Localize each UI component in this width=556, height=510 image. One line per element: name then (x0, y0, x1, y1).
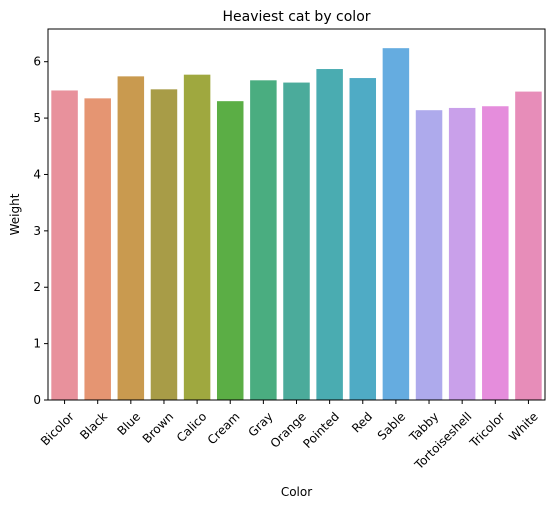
x-tick-label: Sable (375, 409, 408, 442)
y-axis-title: Weight (8, 193, 22, 235)
bar-tricolor (482, 106, 509, 400)
bar-blue (117, 76, 145, 401)
bar-cream (216, 101, 244, 400)
x-tick-label: Blue (114, 409, 143, 438)
x-tick-label: Pointed (300, 409, 342, 451)
plot-frame (47, 28, 546, 401)
bar-red (349, 78, 377, 400)
y-tick-label: 6 (33, 55, 41, 69)
y-tick-label: 2 (33, 280, 41, 294)
x-tick-label: Gray (246, 409, 276, 439)
bar-orange (283, 82, 310, 400)
bar-calico (183, 74, 211, 400)
bar-sable (382, 48, 410, 400)
bar-gray (250, 80, 277, 401)
y-tick-label: 4 (33, 167, 41, 181)
x-tick-label: Cream (205, 409, 243, 447)
bar-white (515, 91, 542, 400)
y-tick-label: 5 (33, 111, 41, 125)
x-axis-title: Color (281, 485, 312, 499)
bar-tortoiseshell (448, 107, 476, 401)
x-tick-label: Calico (174, 409, 210, 445)
x-tick-label: Brown (140, 409, 177, 446)
bar-bicolor (51, 90, 78, 400)
bars-group (51, 48, 542, 401)
y-axis: 0 1 2 3 4 5 6 (33, 55, 48, 407)
bar-brown (150, 89, 178, 401)
x-tick-label: Red (349, 409, 375, 435)
bar-pointed (316, 69, 343, 400)
bar-tabby (415, 110, 443, 400)
x-tick-label: Tricolor (466, 409, 507, 450)
x-tick-label: Black (77, 409, 110, 442)
x-tick-label: White (506, 409, 541, 444)
y-tick-label: 1 (33, 337, 41, 351)
chart-title: Heaviest cat by color (222, 9, 370, 25)
bar-black (84, 98, 111, 400)
x-tick-label: Bicolor (38, 409, 77, 448)
y-tick-label: 3 (33, 224, 41, 238)
y-tick-label: 0 (33, 393, 41, 407)
